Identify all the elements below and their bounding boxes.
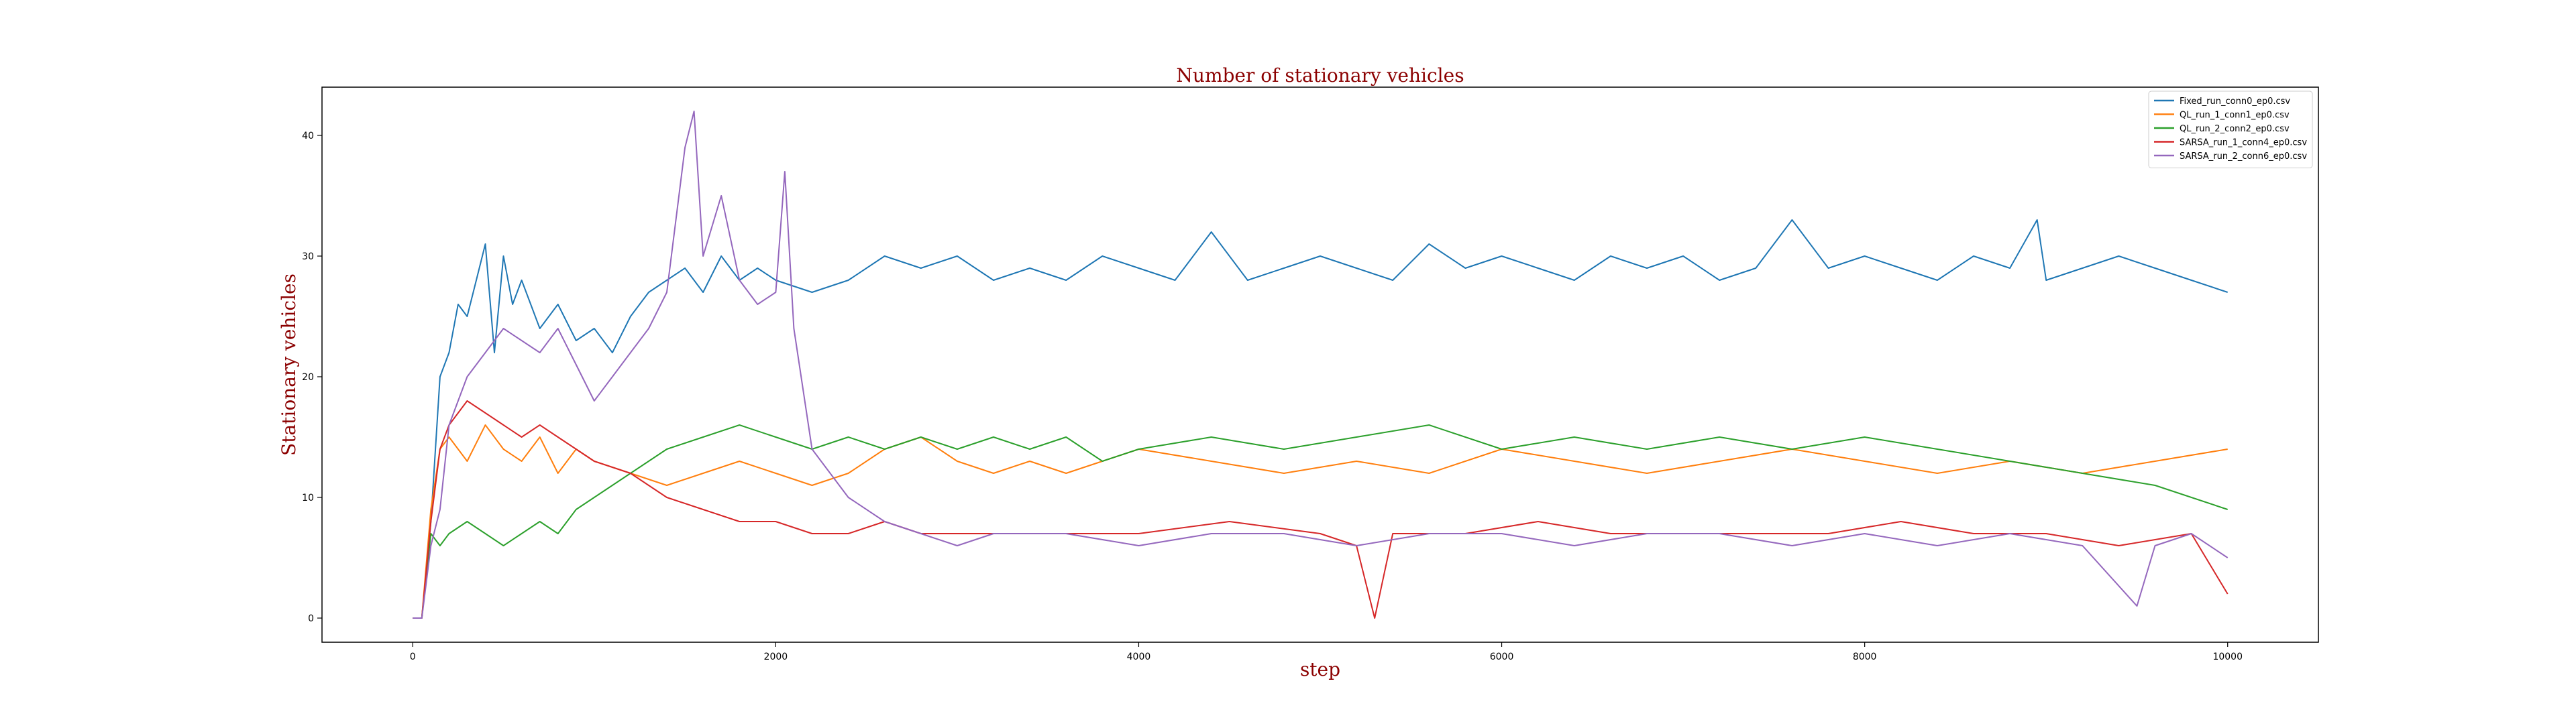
y-axis-ticks: 0 10 20 30 40 bbox=[302, 131, 322, 624]
series-line-1 bbox=[413, 219, 2229, 619]
series-line-2 bbox=[413, 424, 2228, 619]
legend-entry: SARSA_run_2_conn6_ep0.csv bbox=[2180, 152, 2307, 162]
x-tick-label: 8000 bbox=[1853, 652, 1877, 662]
x-tick-label: 4000 bbox=[1127, 652, 1151, 662]
series-line-4 bbox=[413, 400, 2229, 619]
legend-entry: SARSA_run_1_conn4_ep0.csv bbox=[2180, 138, 2307, 148]
legend-box bbox=[2148, 90, 2313, 168]
legend-entry: Fixed_run_conn0_ep0.csv bbox=[2180, 97, 2290, 107]
y-tick-label: 40 bbox=[302, 131, 314, 141]
y-tick-label: 0 bbox=[308, 613, 314, 624]
x-tick-label: 10000 bbox=[2212, 652, 2243, 662]
legend-entry: QL_run_1_conn1_ep0.csv bbox=[2180, 111, 2290, 121]
legend-entry: QL_run_2_conn2_ep0.csv bbox=[2180, 124, 2290, 134]
y-tick-label: 10 bbox=[302, 493, 314, 503]
plot-frame bbox=[321, 86, 2319, 643]
x-tick-label: 6000 bbox=[1490, 652, 1514, 662]
legend: Fixed_run_conn0_ep0.csv QL_run_1_conn1_ep… bbox=[2148, 90, 2313, 168]
y-axis-label: Stationary vehicles bbox=[278, 274, 300, 456]
y-tick-label: 30 bbox=[302, 251, 314, 262]
x-tick-label: 2000 bbox=[764, 652, 788, 662]
series-line-3 bbox=[413, 424, 2229, 619]
plot-lines bbox=[413, 111, 2229, 619]
y-tick-label: 20 bbox=[302, 372, 314, 383]
chart-title: Number of stationary vehicles bbox=[1176, 64, 1464, 86]
x-axis-ticks: 0 2000 4000 6000 8000 10000 bbox=[410, 642, 2243, 662]
x-tick-label: 0 bbox=[410, 652, 416, 662]
x-axis-label: step bbox=[1300, 658, 1340, 680]
series-line-5 bbox=[413, 111, 2229, 619]
